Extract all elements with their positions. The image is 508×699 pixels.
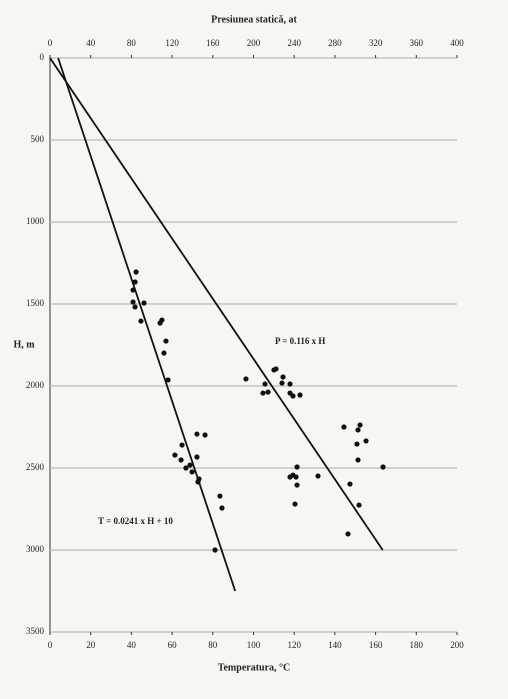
x2-tick-label: 360 xyxy=(410,38,424,48)
x2-tick-label: 320 xyxy=(369,38,383,48)
y-tick-label: 2500 xyxy=(26,462,45,472)
point xyxy=(347,481,353,487)
y-tick-label: 3000 xyxy=(26,544,45,554)
point xyxy=(165,377,171,383)
point xyxy=(194,454,200,460)
point xyxy=(179,442,185,448)
x-tick-label: 100 xyxy=(247,640,261,650)
trend-line xyxy=(49,57,384,551)
point xyxy=(161,350,167,356)
x2-tick-label: 40 xyxy=(86,38,96,48)
point xyxy=(141,300,147,306)
point xyxy=(202,432,208,438)
point xyxy=(354,441,360,447)
y-tick-label: 3500 xyxy=(26,626,45,636)
point xyxy=(138,318,144,324)
point xyxy=(357,422,363,428)
point xyxy=(273,366,279,372)
point xyxy=(212,547,218,553)
point xyxy=(287,381,293,387)
x-tick-label: 120 xyxy=(287,640,301,650)
point xyxy=(380,464,386,470)
point xyxy=(265,389,271,395)
x-tick-label: 80 xyxy=(208,640,218,650)
x-tick-label: 140 xyxy=(328,640,342,650)
x-tick-label: 180 xyxy=(410,640,424,650)
point xyxy=(292,501,298,507)
point xyxy=(163,338,169,344)
point xyxy=(356,502,362,508)
point xyxy=(293,474,299,480)
y-tick-label: 500 xyxy=(31,134,45,144)
x-axis-title: Temperatura, °C xyxy=(218,662,291,673)
y-tick-label: 2000 xyxy=(26,380,45,390)
point xyxy=(183,465,189,471)
point xyxy=(260,390,266,396)
point xyxy=(279,380,285,386)
point xyxy=(355,457,361,463)
point xyxy=(297,392,303,398)
line-label: T = 0.0241 x H + 10 xyxy=(98,516,173,526)
point xyxy=(315,473,321,479)
x-tick-label: 200 xyxy=(450,640,464,650)
x2-tick-label: 240 xyxy=(287,38,301,48)
point xyxy=(363,438,369,444)
x-tick-label: 60 xyxy=(168,640,178,650)
trend-line xyxy=(57,57,237,592)
point xyxy=(178,457,184,463)
y-tick-label: 0 xyxy=(40,52,45,62)
x-tick-label: 0 xyxy=(48,640,53,650)
point xyxy=(287,474,293,480)
point xyxy=(280,374,286,380)
y-tick-label: 1500 xyxy=(26,298,45,308)
point xyxy=(355,427,361,433)
x2-tick-label: 0 xyxy=(48,38,53,48)
point xyxy=(341,424,347,430)
point xyxy=(133,269,139,275)
point xyxy=(132,304,138,310)
point xyxy=(159,317,165,323)
point xyxy=(262,381,268,387)
x2-tick-label: 280 xyxy=(328,38,342,48)
line-label: P = 0.116 x H xyxy=(275,336,325,346)
point xyxy=(243,376,249,382)
point xyxy=(345,531,351,537)
x-tick-label: 160 xyxy=(369,640,383,650)
y-tick-label: 1000 xyxy=(26,216,45,226)
x2-tick-label: 160 xyxy=(206,38,220,48)
point xyxy=(172,452,178,458)
point xyxy=(217,493,223,499)
point xyxy=(294,482,300,488)
x2-tick-label: 80 xyxy=(127,38,137,48)
point xyxy=(219,505,225,511)
point xyxy=(290,393,296,399)
x2-tick-label: 120 xyxy=(165,38,179,48)
point xyxy=(130,299,136,305)
x-tick-label: 20 xyxy=(86,640,96,650)
y-axis-title: H, m xyxy=(13,339,35,350)
point xyxy=(189,469,195,475)
x2-axis-title: Presiunea statică, at xyxy=(211,14,297,25)
point xyxy=(294,464,300,470)
x2-tick-label: 200 xyxy=(247,38,261,48)
point xyxy=(187,462,193,468)
x-tick-label: 40 xyxy=(127,640,137,650)
x2-tick-label: 400 xyxy=(450,38,464,48)
point xyxy=(194,431,200,437)
